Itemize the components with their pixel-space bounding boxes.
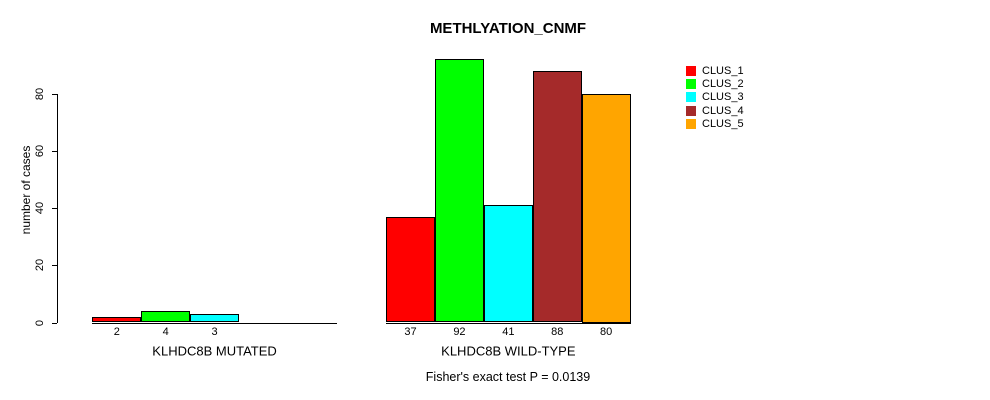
legend-row: CLUS_5 [686,117,744,130]
bar-clus_1 [92,316,142,323]
y-axis-tick-label: 20 [34,259,46,272]
bar-value-label: 37 [404,326,417,338]
legend-label: CLUS_1 [702,64,744,77]
bar-clus_5 [581,93,631,323]
bar-value-label: 92 [453,326,466,338]
legend-label: CLUS_3 [702,91,744,104]
legend-label: CLUS_5 [702,117,744,130]
y-axis-tick-label: 0 [34,319,46,326]
group-label: KLHDC8B MUTATED [152,343,277,359]
bar-clus_2 [435,59,484,323]
y-axis-tick [51,265,57,267]
bar-clus_3 [190,313,239,323]
legend-swatch-icon [686,118,696,129]
legend-row: CLUS_3 [686,91,744,104]
legend-label: CLUS_4 [702,104,744,117]
bar-value-label: 88 [551,326,564,338]
chart-title: METHLYATION_CNMF [429,20,587,37]
bar-value-label: 4 [162,326,169,338]
legend-label: CLUS_2 [702,77,744,90]
x-axis-baseline [92,322,337,324]
legend-swatch-icon [686,105,696,116]
bar-value-label: 41 [502,326,515,338]
legend-row: CLUS_1 [686,64,744,77]
bar-value-label: 80 [600,326,613,338]
legend-row: CLUS_2 [686,77,744,90]
y-axis-tick [51,322,57,324]
fisher-test-note: Fisher's exact test P = 0.0139 [425,370,591,384]
y-axis-line [56,93,58,323]
y-axis-tick [51,208,57,209]
y-axis-tick [51,93,57,95]
bar-clus_4 [532,70,582,323]
group-label: KLHDC8B WILD-TYPE [441,343,576,359]
legend-swatch-icon [686,92,696,103]
bar-value-label: 3 [211,326,218,338]
bar-clus_1 [386,216,435,323]
bar-clus_3 [483,205,533,323]
y-axis-tick-label: 80 [34,87,46,100]
y-axis-tick-label: 40 [34,201,46,215]
x-axis-baseline [386,322,631,324]
legend-row: CLUS_4 [686,104,744,117]
y-axis-tick [51,150,57,152]
bar-value-label: 2 [113,326,120,338]
legend-swatch-icon [686,65,696,76]
legend: CLUS_1 CLUS_2 CLUS_3 CLUS_4 CLUS_5 [686,64,744,130]
y-axis-tick-label: 60 [34,144,46,157]
legend-swatch-icon [686,78,696,89]
bar-clus_2 [141,311,191,323]
y-axis-title: number of cases [19,145,33,235]
